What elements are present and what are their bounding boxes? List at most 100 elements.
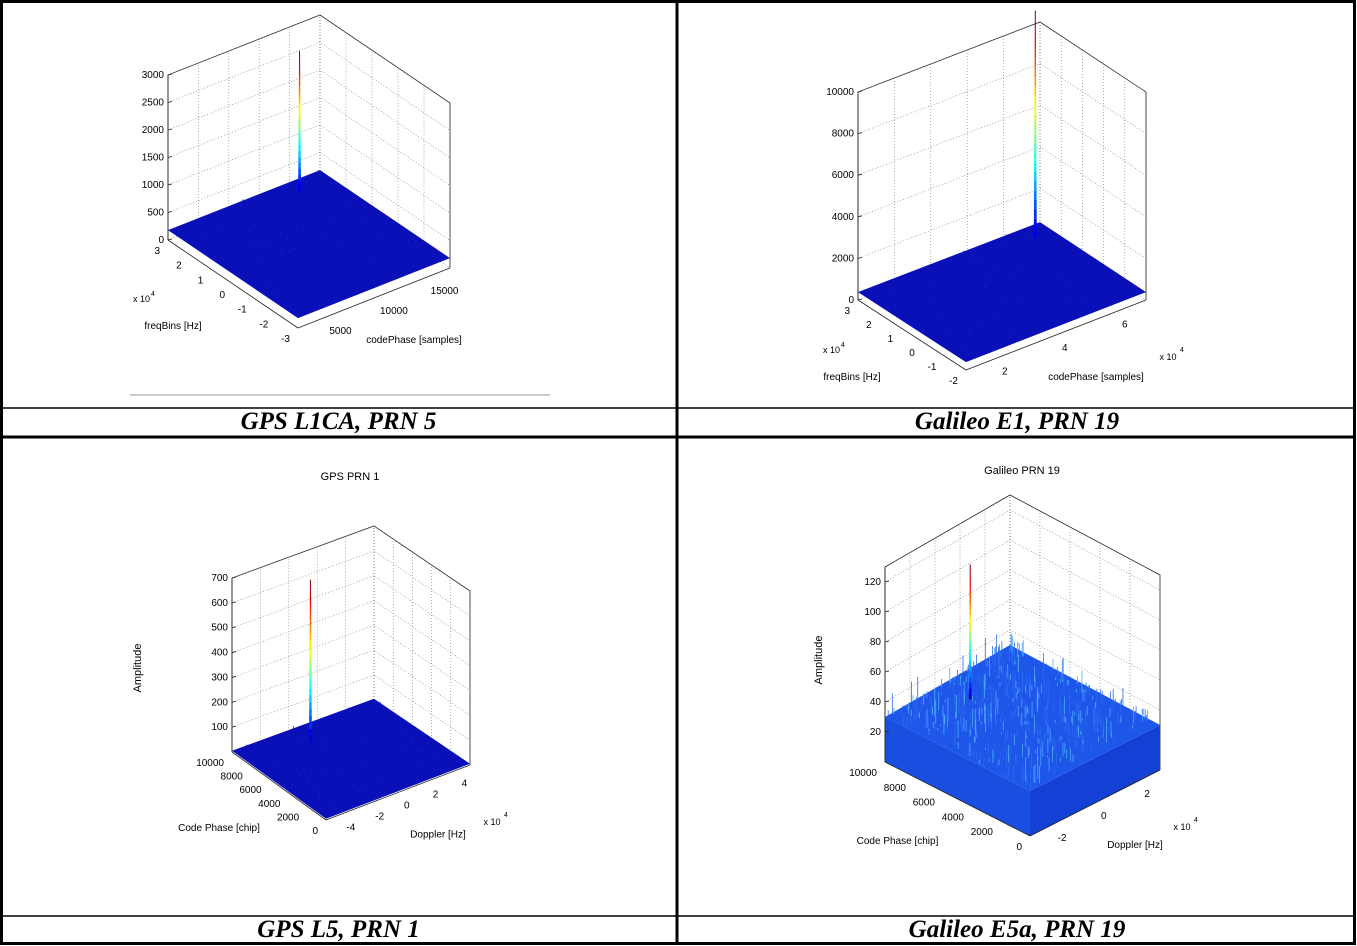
z-tick-mark [231, 626, 237, 629]
right-axis-tick-label: 10000 [380, 306, 408, 317]
z-tick-mark [167, 211, 173, 213]
right-axis-label: codePhase [samples] [366, 335, 462, 346]
chart-title: Galileo PRN 19 [984, 465, 1060, 477]
surface-side-right [1030, 725, 1160, 836]
z-gridline [884, 539, 1161, 621]
z-gridline [884, 629, 1161, 711]
right-axis-tick-label: -2 [375, 812, 384, 823]
z-tick-mark [167, 156, 173, 158]
z-tick-label: 400 [211, 648, 228, 659]
caption-galileo-e1: Galileo E1, PRN 19 [914, 408, 1120, 435]
caption-galileo-e5a: Galileo E5a, PRN 19 [908, 916, 1126, 943]
left-axis-exponent: 4 [841, 342, 845, 349]
z-tick-label: 500 [147, 208, 164, 219]
z-gridline [231, 575, 471, 641]
z-tick-mark [884, 640, 890, 643]
z-gridline [167, 42, 451, 131]
z-tick-mark [231, 700, 237, 703]
right-axis-tick-label: 5000 [329, 326, 352, 337]
right-axis-tick-label: 6 [1122, 320, 1128, 331]
left-axis [857, 299, 967, 371]
z-tick-mark [857, 132, 863, 134]
z-tick-label: 2000 [832, 253, 855, 264]
z-tick-mark [231, 576, 237, 579]
z-tick-label: 1000 [142, 180, 165, 191]
z-tick-label: 300 [211, 672, 228, 683]
panel-gps-l1ca: 0 500 1000 1500 2000 2500 3000 3 2 1 0 -1 -2 -3 freqBi… [0, 0, 677, 437]
surface-side-left [885, 717, 1030, 836]
z-tick-label: 100 [211, 722, 228, 733]
right-axis-multiplier: x 10 [1173, 822, 1190, 832]
z-gridline [884, 509, 1161, 591]
surface-top [232, 698, 470, 819]
right-axis-tick-label: 2 [1002, 366, 1008, 377]
surface-plot-galileo-e5a: 204060801001201000080006000400020000Code… [813, 465, 1198, 853]
z-tick-mark [167, 73, 173, 76]
z-gridline [167, 14, 451, 104]
z-tick-label: 200 [211, 697, 228, 708]
z-tick-label: 40 [870, 697, 882, 708]
z-gridline [857, 146, 1147, 218]
z-tick-mark [231, 651, 237, 653]
left-axis-tick-label: -3 [281, 334, 290, 345]
panel-galileo-e5a: 20 40 60 80 100 120 10000 8000 6000 4000 2000 0 Code… [677, 437, 1357, 946]
left-axis-tick-label: 10000 [196, 758, 224, 769]
z-tick-label: 0 [158, 235, 164, 246]
left-axis-tick-label: 2000 [971, 827, 994, 838]
right-axis-exponent: 4 [1194, 817, 1198, 824]
surface-top [885, 645, 1160, 791]
z-tick-label: 1500 [142, 153, 165, 164]
left-axis-tick-label: 2 [866, 320, 872, 331]
left-axis-tick-label: 8000 [221, 772, 244, 783]
panel-galileo-e1: 0 2000 4000 6000 8000 10000 3 2 1 0 -1 -2 freqBins [… [677, 0, 1357, 437]
z-tick-mark [167, 128, 173, 131]
z-gridline [231, 550, 471, 617]
z-tick-label: 0 [848, 295, 854, 306]
z-tick-mark [231, 601, 237, 604]
z-gridline [857, 63, 1147, 134]
left-axis-exponent: 4 [151, 291, 155, 298]
caption-gps-l5: GPS L5, PRN 1 [257, 916, 420, 943]
z-gridline [884, 569, 1161, 651]
right-axis-exponent: 4 [1180, 347, 1184, 354]
left-axis-multiplier: x 10 [133, 294, 150, 304]
z-tick-mark [857, 257, 863, 259]
surface-plot-gps-l5: 1002003004005006007001000080006000400020… [132, 471, 508, 841]
right-axis-tick-label: -4 [346, 823, 355, 834]
caption-gps-l1ca: GPS L1CA, PRN 5 [240, 408, 437, 435]
right-axis-tick-label: 2 [433, 790, 439, 801]
right-axis-tick-label: 0 [1101, 811, 1107, 822]
left-axis-label: freqBins [Hz] [823, 372, 880, 383]
left-axis-tick-label: 0 [1016, 842, 1022, 853]
z-gridline [167, 97, 451, 186]
left-axis [884, 761, 1031, 837]
z-tick-label: 20 [870, 727, 882, 738]
left-axis-label: Code Phase [chip] [857, 836, 939, 847]
z-gridline [167, 69, 451, 159]
left-axis-tick-label: 6000 [913, 798, 936, 809]
z-tick-mark [167, 238, 173, 241]
z-tick-label: 4000 [832, 212, 855, 223]
left-axis-tick-label: 2000 [277, 812, 300, 823]
z-tick-label: 600 [211, 598, 228, 609]
right-axis [297, 267, 451, 329]
z-tick-label: 8000 [832, 129, 855, 140]
left-axis-tick-label: -1 [927, 362, 936, 373]
z-gridline [857, 21, 1147, 93]
z-gridline [857, 188, 1147, 259]
left-axis-tick-label: 0 [219, 290, 225, 301]
z-tick-label: 2000 [142, 125, 165, 136]
left-axis-tick-label: 4000 [942, 812, 965, 823]
left-axis-tick-label: 3 [154, 246, 160, 257]
left-axis [167, 239, 299, 329]
z-gridline [231, 525, 471, 592]
left-axis-tick-label: 10000 [849, 768, 877, 779]
left-axis-tick-label: 2 [176, 261, 182, 272]
z-tick-label: 3000 [142, 70, 165, 81]
left-axis-multiplier: x 10 [823, 345, 840, 355]
z-tick-mark [884, 700, 890, 703]
right-axis-tick-label: 15000 [431, 286, 459, 297]
z-tick-label: 6000 [832, 170, 855, 181]
